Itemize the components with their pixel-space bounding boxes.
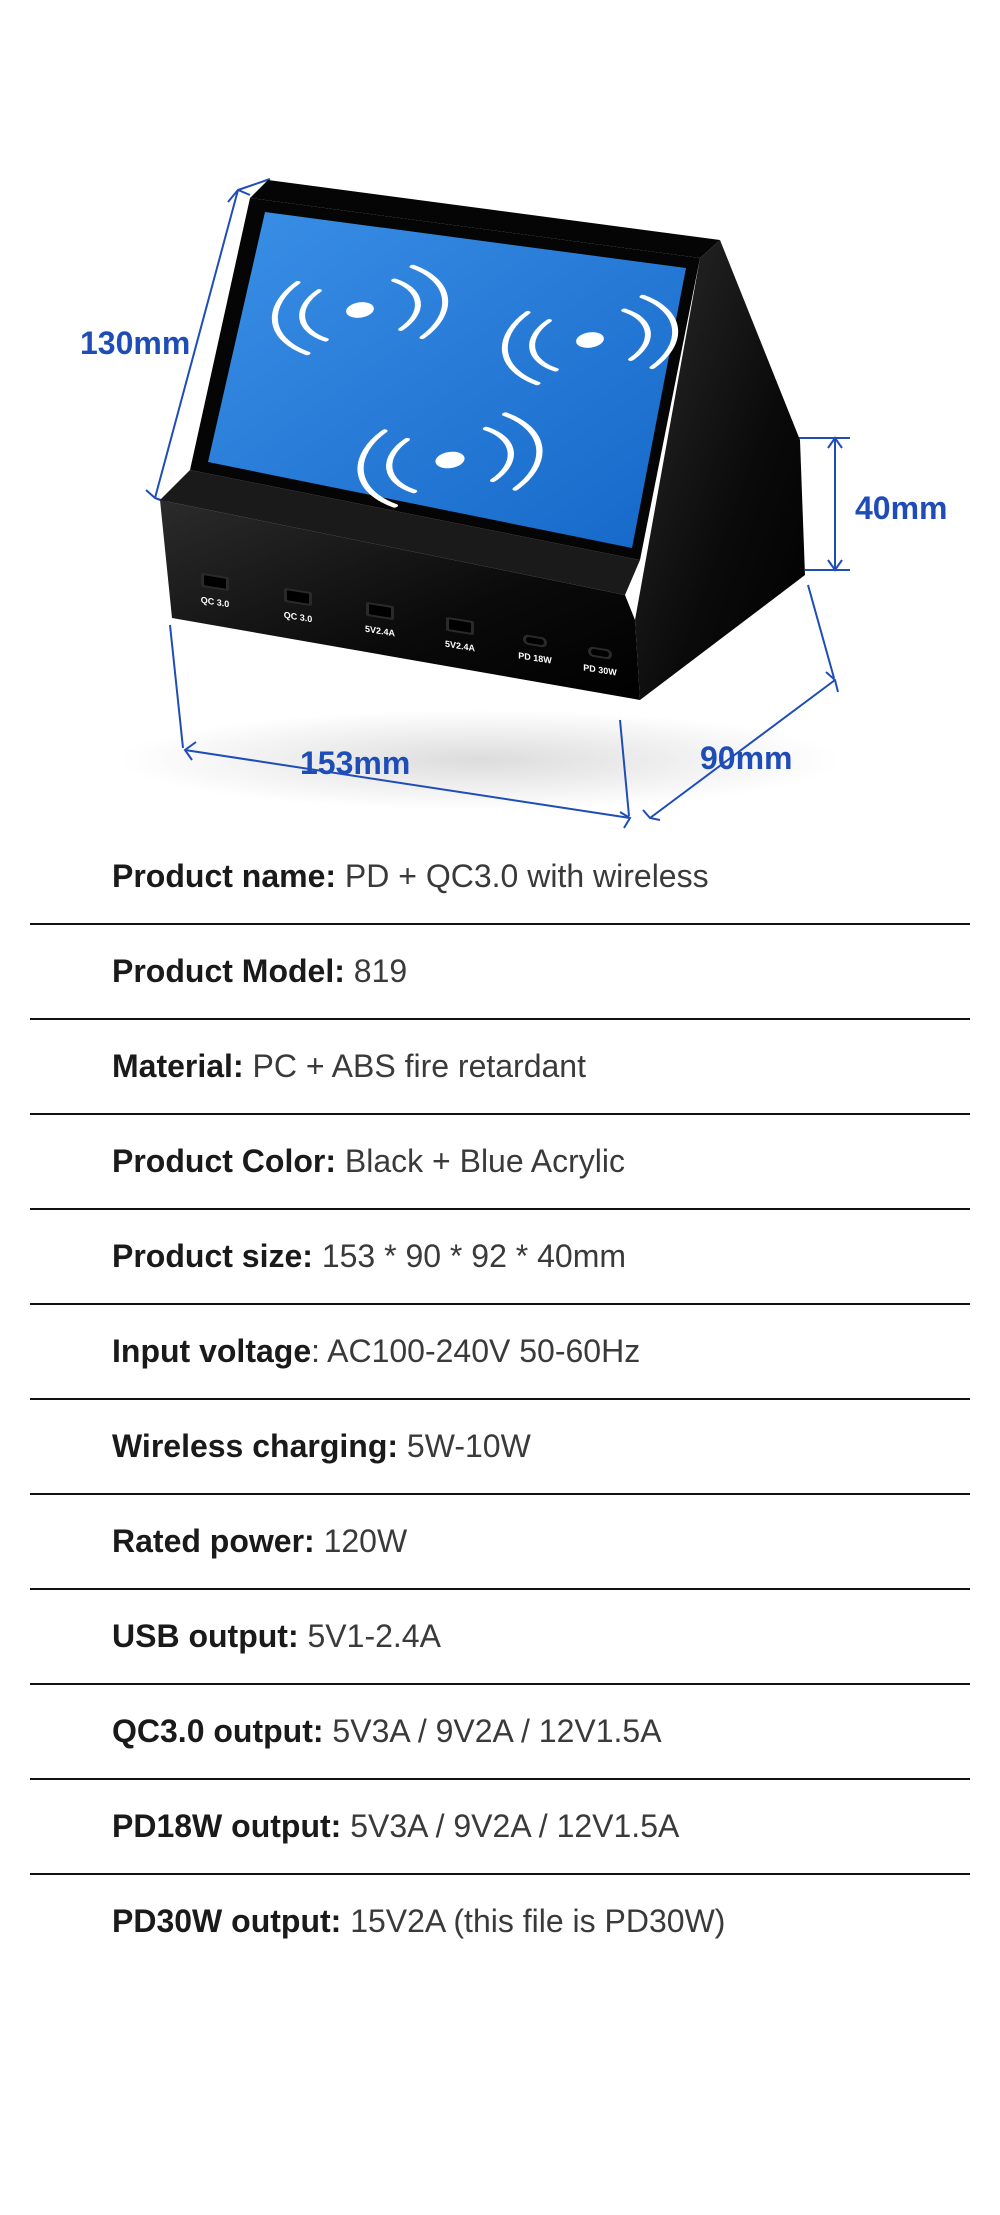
spec-value: 153 * 90 * 92 * 40mm [313, 1238, 626, 1274]
spec-row: QC3.0 output: 5V3A / 9V2A / 12V1.5A [30, 1685, 970, 1780]
spec-row: USB output: 5V1-2.4A [30, 1590, 970, 1685]
dim-height: 130mm [80, 325, 190, 362]
product-dimensions-diagram: QC 3.0 QC 3.0 5V2.4A 5V2.4A [0, 0, 1000, 830]
spec-label: Product name: [112, 858, 336, 894]
spec-label: Product Model: [112, 953, 345, 989]
spec-value: PC + ABS fire retardant [244, 1048, 586, 1084]
spec-label: PD18W output: [112, 1808, 341, 1844]
spec-label: Wireless charging: [112, 1428, 398, 1464]
spec-value: 819 [345, 953, 407, 989]
spec-value: 15V2A (this file is PD30W) [341, 1903, 725, 1939]
spec-label: Product size: [112, 1238, 313, 1274]
spec-label: USB output: [112, 1618, 299, 1654]
spec-row: PD30W output: 15V2A (this file is PD30W) [30, 1875, 970, 1968]
spec-label: Material: [112, 1048, 244, 1084]
spec-row: Product Color: Black + Blue Acrylic [30, 1115, 970, 1210]
spec-row: PD18W output: 5V3A / 9V2A / 12V1.5A [30, 1780, 970, 1875]
dim-width: 153mm [300, 745, 410, 782]
spec-row: Material: PC + ABS fire retardant [30, 1020, 970, 1115]
spec-label: Input voltage [112, 1333, 311, 1369]
spec-row: Product name: PD + QC3.0 with wireless [30, 830, 970, 925]
spec-row: Product size: 153 * 90 * 92 * 40mm [30, 1210, 970, 1305]
spec-row: Rated power: 120W [30, 1495, 970, 1590]
spec-value: 5W-10W [398, 1428, 531, 1464]
dim-back: 40mm [855, 490, 948, 527]
spec-value: 5V3A / 9V2A / 12V1.5A [324, 1713, 662, 1749]
spec-label: Rated power: [112, 1523, 315, 1559]
spec-label: Product Color: [112, 1143, 336, 1179]
spec-row: Product Model: 819 [30, 925, 970, 1020]
dim-depth: 90mm [700, 740, 793, 777]
specs-table: Product name: PD + QC3.0 with wireless P… [0, 830, 1000, 2018]
spec-label: PD30W output: [112, 1903, 341, 1939]
spec-value: : AC100-240V 50-60Hz [311, 1333, 640, 1369]
page-root: QC 3.0 QC 3.0 5V2.4A 5V2.4A [0, 0, 1000, 2018]
spec-value: 120W [315, 1523, 407, 1559]
spec-value: 5V1-2.4A [299, 1618, 441, 1654]
spec-label: QC3.0 output: [112, 1713, 324, 1749]
spec-row: Input voltage: AC100-240V 50-60Hz [30, 1305, 970, 1400]
spec-row: Wireless charging: 5W-10W [30, 1400, 970, 1495]
spec-value: 5V3A / 9V2A / 12V1.5A [341, 1808, 679, 1844]
diagram-svg: QC 3.0 QC 3.0 5V2.4A 5V2.4A [0, 0, 1000, 830]
spec-value: PD + QC3.0 with wireless [336, 858, 709, 894]
spec-value: Black + Blue Acrylic [336, 1143, 625, 1179]
charger-body [160, 180, 805, 700]
